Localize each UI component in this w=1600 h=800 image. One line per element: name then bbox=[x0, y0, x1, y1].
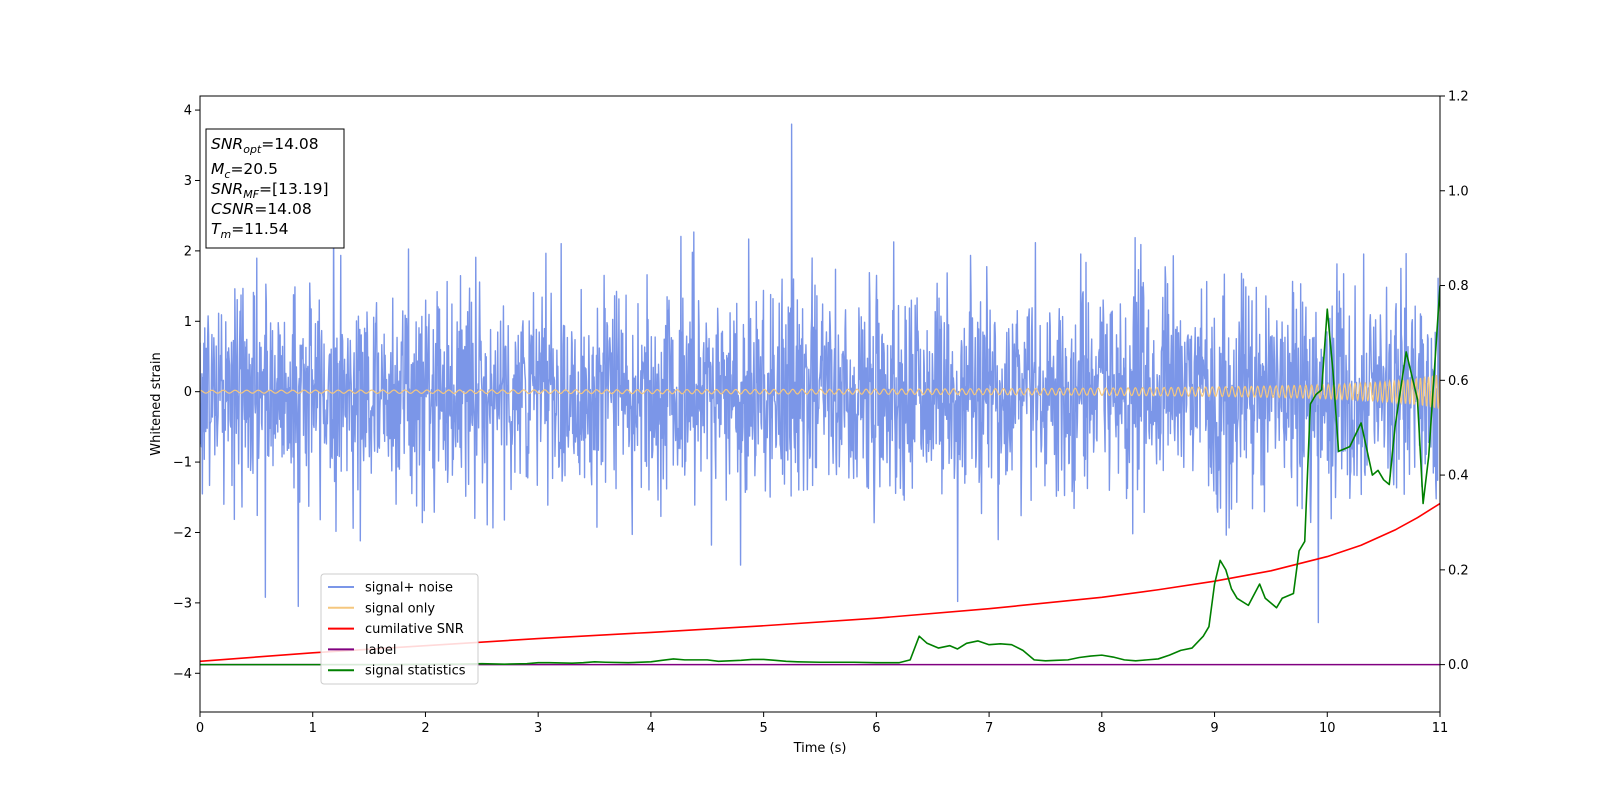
info-box-frame bbox=[205, 128, 345, 249]
x-tick-label: 8 bbox=[1098, 721, 1106, 736]
x-tick-label: 4 bbox=[647, 721, 655, 736]
legend-label: signal only bbox=[365, 601, 435, 616]
info-box: SNRopt=14.08 Mc=20.5SNRMF=[13.19]CSNR=14.… bbox=[205, 128, 345, 249]
axis-ticks: 0 1 2 3 4 5 6 7 8 9 10 11 −4 −3 −2 −1 0 1 2 3 4 0.0 0.2 0.4 0.6 0… bbox=[173, 90, 1469, 737]
legend-label: signal statistics bbox=[365, 664, 466, 679]
x-tick-label: 5 bbox=[759, 721, 767, 736]
y-tick-label: −4 bbox=[173, 667, 192, 682]
y2-tick-label: 0.0 bbox=[1448, 658, 1469, 673]
info-box-line: SNRMF=[13.19] bbox=[211, 180, 329, 201]
info-box-line: Tm=11.54 bbox=[211, 220, 289, 241]
info-box-line: SNRopt=14.08 bbox=[211, 135, 319, 156]
legend: signal+ noise signal only cumilative SNR la… bbox=[320, 573, 479, 685]
y-tick-label: 2 bbox=[184, 244, 192, 259]
series-cumilative-snr-line bbox=[200, 502, 1440, 663]
legend-label: label bbox=[365, 643, 396, 658]
info-box-line: Mc=20.5 bbox=[211, 160, 278, 181]
y2-tick-label: 0.6 bbox=[1448, 374, 1469, 389]
info-box-line: CSNR=14.08 bbox=[211, 200, 312, 218]
series-signal-only-line bbox=[200, 374, 1440, 409]
x-tick-label: 10 bbox=[1319, 721, 1336, 736]
y-tick-label: 4 bbox=[184, 104, 192, 119]
y2-tick-label: 0.8 bbox=[1448, 279, 1469, 294]
series-signal-statistics-line bbox=[200, 285, 1440, 666]
y2-tick-label: 0.4 bbox=[1448, 469, 1469, 484]
x-tick-label: 6 bbox=[872, 721, 880, 736]
x-tick-label: 7 bbox=[985, 721, 993, 736]
plot-frame bbox=[199, 95, 1441, 713]
y-tick-label: 3 bbox=[184, 174, 192, 189]
x-tick-label: 0 bbox=[196, 721, 204, 736]
x-tick-label: 9 bbox=[1210, 721, 1218, 736]
x-tick-label: 1 bbox=[309, 721, 317, 736]
x-tick-label: 11 bbox=[1432, 721, 1449, 736]
y-tick-label: −2 bbox=[173, 526, 192, 541]
legend-frame bbox=[320, 573, 479, 685]
y2-tick-label: 1.2 bbox=[1448, 90, 1469, 105]
y-tick-label: −3 bbox=[173, 596, 192, 611]
y2-tick-label: 1.0 bbox=[1448, 184, 1469, 199]
x-tick-label: 3 bbox=[534, 721, 542, 736]
y2-tick-label: 0.2 bbox=[1448, 563, 1469, 578]
y-tick-label: 1 bbox=[184, 315, 192, 330]
y-tick-label: 0 bbox=[184, 385, 192, 400]
legend-label: signal+ noise bbox=[365, 581, 453, 596]
series-signal-plus-noise-line bbox=[200, 123, 1440, 624]
legend-label: cumilative SNR bbox=[365, 622, 464, 637]
x-tick-label: 2 bbox=[421, 721, 429, 736]
y-axis-label: Whitened strain bbox=[149, 352, 164, 455]
y-tick-label: −1 bbox=[173, 456, 192, 471]
x-axis-label: Time (s) bbox=[793, 741, 847, 756]
